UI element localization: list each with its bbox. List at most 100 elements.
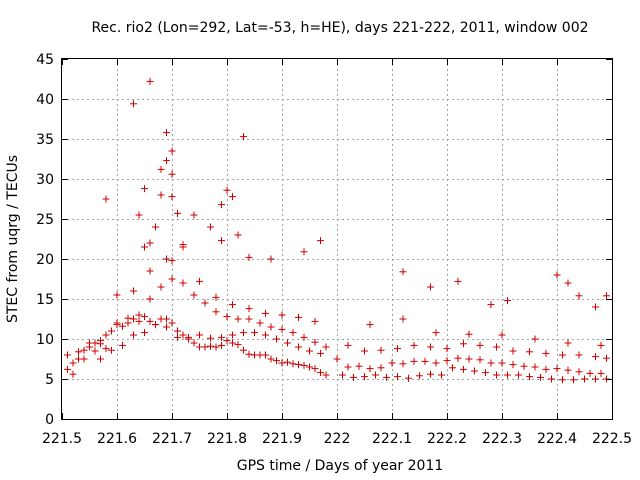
- data-point: [168, 147, 176, 155]
- data-point: [278, 311, 286, 319]
- data-point: [465, 355, 473, 363]
- data-point: [520, 362, 528, 370]
- data-point: [537, 373, 544, 381]
- data-point: [113, 291, 121, 299]
- data-point: [531, 335, 539, 343]
- data-point: [295, 361, 302, 369]
- data-point: [405, 374, 412, 382]
- data-point: [146, 317, 154, 325]
- data-point: [586, 369, 594, 377]
- axis-ticks: [62, 59, 613, 420]
- y-axis-label: STEC from uqrg / TECUs: [5, 155, 21, 323]
- data-point: [86, 343, 93, 351]
- data-point: [509, 347, 517, 355]
- data-point: [245, 315, 253, 323]
- plot-frame: [61, 58, 613, 420]
- data-point: [284, 358, 291, 366]
- data-point: [460, 365, 467, 373]
- data-point: [575, 368, 583, 376]
- data-point: [102, 195, 110, 203]
- data-point: [311, 365, 319, 373]
- data-point: [108, 327, 115, 335]
- data-point: [212, 293, 220, 301]
- data-point: [482, 369, 489, 377]
- data-point: [559, 376, 566, 384]
- x-tick-label: 222.2: [427, 431, 467, 447]
- data-point: [273, 335, 280, 343]
- data-point: [163, 315, 170, 323]
- data-point: [597, 341, 605, 349]
- data-point: [383, 373, 390, 381]
- data-point: [366, 365, 374, 373]
- data-point: [333, 355, 341, 363]
- data-point: [564, 339, 572, 347]
- x-tick-label: 222.1: [372, 431, 412, 447]
- data-point: [515, 371, 522, 379]
- data-point: [289, 329, 297, 337]
- data-point: [526, 348, 533, 356]
- data-point: [542, 349, 550, 357]
- data-point: [564, 366, 572, 374]
- data-point: [102, 331, 110, 339]
- data-point: [130, 287, 137, 295]
- data-point: [592, 303, 599, 311]
- data-point: [399, 268, 407, 276]
- data-point: [570, 376, 577, 384]
- data-point: [135, 311, 143, 319]
- data-point: [174, 333, 181, 341]
- data-point: [163, 129, 170, 137]
- data-point: [130, 100, 137, 108]
- data-point: [240, 329, 247, 337]
- data-point: [223, 313, 231, 321]
- data-point: [592, 353, 599, 361]
- data-point: [157, 191, 165, 199]
- data-point: [146, 267, 154, 275]
- data-point: [410, 357, 418, 365]
- data-point: [91, 339, 99, 347]
- data-point: [119, 341, 126, 349]
- data-point: [234, 341, 242, 349]
- data-point: [196, 331, 203, 339]
- data-point: [80, 346, 88, 354]
- data-point: [454, 354, 462, 362]
- x-tick-labels: 221.5 221.6 221.7 221.8 221.9 222 222.1 222.2 22…: [42, 431, 632, 447]
- data-point: [322, 371, 330, 379]
- data-point: [201, 343, 209, 351]
- data-point: [245, 253, 253, 261]
- data-point: [201, 299, 209, 307]
- data-point: [245, 350, 253, 358]
- data-point: [185, 333, 192, 341]
- y-tick-label: 35: [36, 132, 54, 148]
- data-point: [603, 354, 610, 362]
- data-point: [168, 257, 176, 265]
- data-point: [427, 343, 434, 351]
- data-point: [449, 364, 456, 372]
- x-tick-label: 221.5: [42, 431, 82, 447]
- data-point: [476, 356, 484, 364]
- data-point: [229, 193, 236, 201]
- data-point: [256, 319, 264, 327]
- data-point: [218, 333, 225, 341]
- data-point: [157, 283, 165, 291]
- data-point: [432, 359, 440, 367]
- data-point: [267, 323, 275, 331]
- data-point: [152, 321, 159, 329]
- data-point: [372, 371, 379, 379]
- data-point: [69, 370, 77, 378]
- data-point: [355, 362, 363, 370]
- data-point: [498, 331, 506, 339]
- data-point: [130, 331, 137, 339]
- data-point: [124, 314, 132, 322]
- data-point: [64, 365, 71, 373]
- data-point: [218, 201, 225, 209]
- data-point: [174, 209, 181, 217]
- x-tick-label: 222.3: [482, 431, 522, 447]
- data-point: [493, 371, 500, 379]
- data-point: [504, 297, 511, 305]
- data-point: [526, 373, 533, 381]
- data-point: [509, 361, 517, 369]
- data-point: [240, 133, 247, 141]
- chart-title: Rec. rio2 (Lon=292, Lat=-53, h=HE), days…: [91, 20, 588, 36]
- data-point: [168, 170, 176, 178]
- x-tick-label: 221.9: [262, 431, 302, 447]
